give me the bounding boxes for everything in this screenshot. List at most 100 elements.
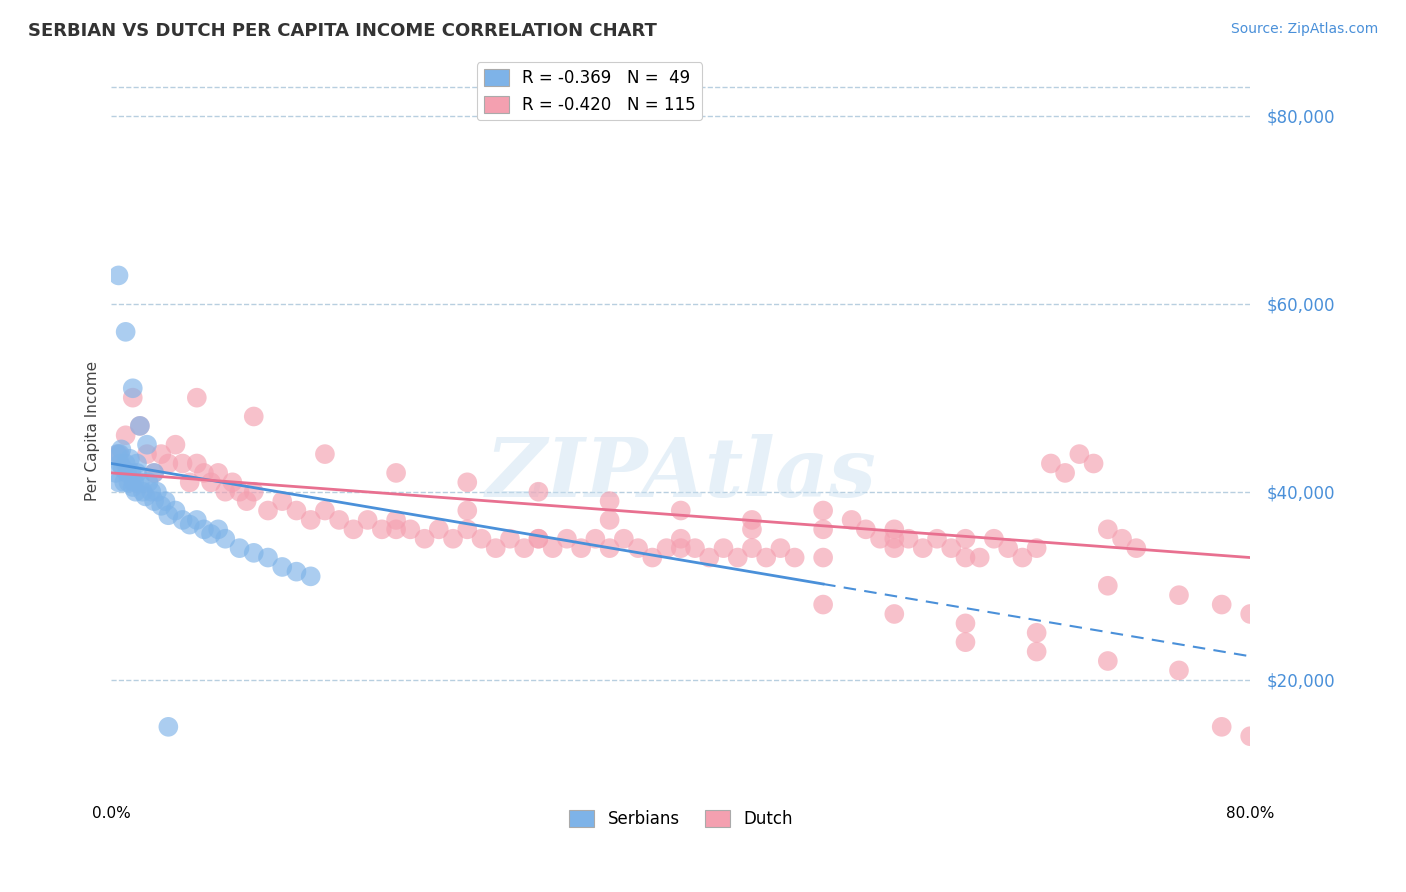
Point xyxy=(138,475,160,490)
Point xyxy=(955,616,977,631)
Point xyxy=(811,522,834,536)
Point xyxy=(1239,729,1261,743)
Point xyxy=(427,522,450,536)
Point xyxy=(155,494,177,508)
Point xyxy=(107,447,129,461)
Point xyxy=(146,484,169,499)
Y-axis label: Per Capita Income: Per Capita Income xyxy=(86,360,100,500)
Point xyxy=(118,451,141,466)
Point xyxy=(969,550,991,565)
Point xyxy=(107,268,129,283)
Point xyxy=(242,546,264,560)
Point xyxy=(105,447,128,461)
Point xyxy=(883,541,905,556)
Point xyxy=(242,409,264,424)
Point xyxy=(257,550,280,565)
Point xyxy=(1168,588,1191,602)
Point xyxy=(108,447,131,461)
Point xyxy=(456,522,478,536)
Point xyxy=(1011,550,1033,565)
Point xyxy=(399,522,422,536)
Point xyxy=(669,541,692,556)
Point xyxy=(143,466,166,480)
Point xyxy=(242,484,264,499)
Point xyxy=(314,447,336,461)
Point xyxy=(214,532,236,546)
Point xyxy=(1211,720,1233,734)
Point xyxy=(228,541,250,556)
Point xyxy=(841,513,863,527)
Point xyxy=(1069,447,1091,461)
Point xyxy=(1097,654,1119,668)
Point xyxy=(111,461,134,475)
Point xyxy=(925,532,948,546)
Point xyxy=(108,457,131,471)
Point xyxy=(121,391,143,405)
Point xyxy=(114,428,136,442)
Point xyxy=(1097,579,1119,593)
Point xyxy=(627,541,650,556)
Point xyxy=(1083,457,1105,471)
Point xyxy=(569,541,592,556)
Point xyxy=(114,457,136,471)
Point xyxy=(157,720,180,734)
Point xyxy=(470,532,492,546)
Point xyxy=(299,569,322,583)
Point xyxy=(669,532,692,546)
Point xyxy=(328,513,350,527)
Point xyxy=(1054,466,1077,480)
Point xyxy=(683,541,706,556)
Point xyxy=(128,475,150,490)
Point xyxy=(135,490,157,504)
Point xyxy=(356,513,378,527)
Point xyxy=(1097,522,1119,536)
Point xyxy=(120,466,142,480)
Point xyxy=(186,391,208,405)
Point xyxy=(783,550,806,565)
Point xyxy=(941,541,963,556)
Point xyxy=(955,532,977,546)
Point xyxy=(157,508,180,523)
Text: ZIPAtlas: ZIPAtlas xyxy=(485,434,876,514)
Point xyxy=(955,635,977,649)
Point xyxy=(413,532,436,546)
Point xyxy=(285,565,308,579)
Point xyxy=(128,418,150,433)
Point xyxy=(314,503,336,517)
Point xyxy=(112,475,135,490)
Point xyxy=(883,607,905,621)
Point xyxy=(124,484,146,499)
Point xyxy=(385,466,408,480)
Point xyxy=(143,466,166,480)
Point xyxy=(385,513,408,527)
Point xyxy=(1025,644,1047,658)
Point xyxy=(207,466,229,480)
Point xyxy=(136,438,159,452)
Legend: Serbians, Dutch: Serbians, Dutch xyxy=(562,804,799,835)
Point xyxy=(125,466,148,480)
Point xyxy=(186,513,208,527)
Point xyxy=(527,484,550,499)
Point xyxy=(583,532,606,546)
Point xyxy=(456,503,478,517)
Point xyxy=(141,484,163,499)
Point xyxy=(727,550,749,565)
Point xyxy=(641,550,664,565)
Point xyxy=(172,513,194,527)
Point xyxy=(811,503,834,517)
Point xyxy=(541,541,564,556)
Point xyxy=(200,475,222,490)
Point xyxy=(855,522,877,536)
Point xyxy=(186,457,208,471)
Point xyxy=(121,381,143,395)
Point xyxy=(669,503,692,517)
Point xyxy=(883,532,905,546)
Point xyxy=(179,517,201,532)
Point xyxy=(228,484,250,499)
Point xyxy=(697,550,720,565)
Point xyxy=(911,541,934,556)
Point xyxy=(143,494,166,508)
Point xyxy=(114,325,136,339)
Point xyxy=(599,494,621,508)
Point xyxy=(713,541,735,556)
